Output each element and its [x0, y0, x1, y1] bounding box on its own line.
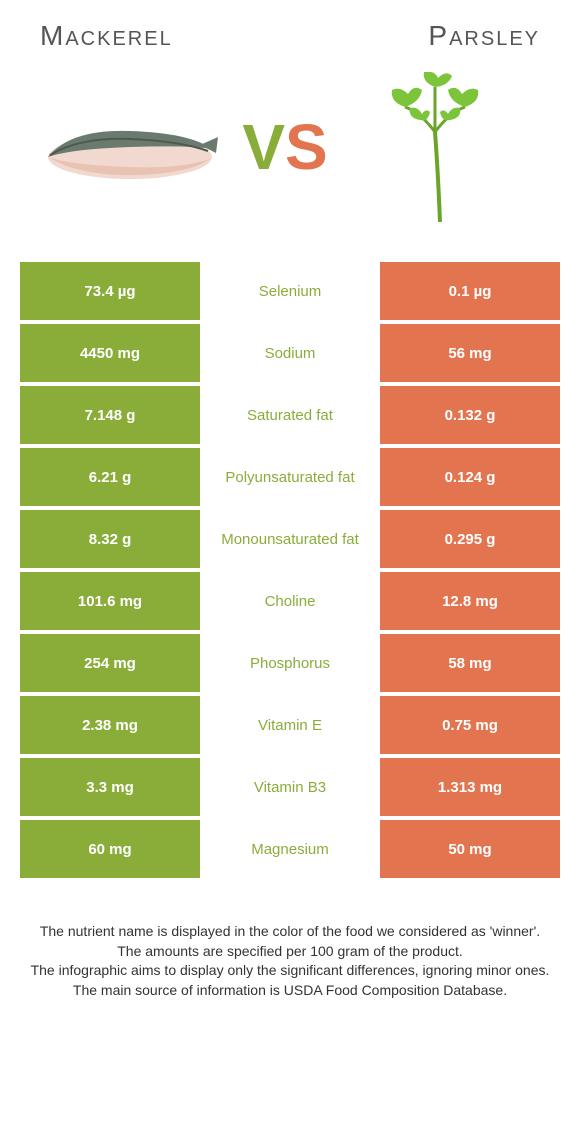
- left-value: 73.4 µg: [20, 262, 200, 320]
- left-value: 7.148 g: [20, 386, 200, 444]
- left-value: 8.32 g: [20, 510, 200, 568]
- left-value: 6.21 g: [20, 448, 200, 506]
- nutrient-label: Vitamin E: [200, 696, 380, 754]
- left-value: 3.3 mg: [20, 758, 200, 816]
- right-value: 1.313 mg: [380, 758, 560, 816]
- nutrient-label: Phosphorus: [200, 634, 380, 692]
- nutrient-table: 73.4 µgSelenium0.1 µg4450 mgSodium56 mg7…: [20, 262, 560, 878]
- footnote-line: The amounts are specified per 100 gram o…: [30, 942, 550, 962]
- right-value: 0.1 µg: [380, 262, 560, 320]
- nutrient-label: Sodium: [200, 324, 380, 382]
- left-value: 4450 mg: [20, 324, 200, 382]
- table-row: 254 mgPhosphorus58 mg: [20, 634, 560, 692]
- infographic-container: Mackerel Parsley VS: [0, 0, 580, 1030]
- table-row: 8.32 gMonounsaturated fat0.295 g: [20, 510, 560, 568]
- header-row: Mackerel Parsley: [20, 20, 560, 62]
- vs-s: S: [285, 111, 328, 183]
- table-row: 6.21 gPolyunsaturated fat0.124 g: [20, 448, 560, 506]
- right-value: 50 mg: [380, 820, 560, 878]
- table-row: 4450 mgSodium56 mg: [20, 324, 560, 382]
- nutrient-label: Vitamin B3: [200, 758, 380, 816]
- footnote-line: The main source of information is USDA F…: [30, 981, 550, 1001]
- left-value: 254 mg: [20, 634, 200, 692]
- footnote-line: The nutrient name is displayed in the co…: [30, 922, 550, 942]
- vs-v: V: [242, 111, 285, 183]
- nutrient-label: Choline: [200, 572, 380, 630]
- right-value: 58 mg: [380, 634, 560, 692]
- mackerel-icon: [40, 107, 220, 187]
- table-row: 7.148 gSaturated fat0.132 g: [20, 386, 560, 444]
- nutrient-label: Saturated fat: [200, 386, 380, 444]
- footnotes: The nutrient name is displayed in the co…: [20, 882, 560, 1010]
- nutrient-label: Monounsaturated fat: [200, 510, 380, 568]
- left-value: 60 mg: [20, 820, 200, 878]
- left-food-title: Mackerel: [40, 20, 173, 52]
- table-row: 3.3 mgVitamin B31.313 mg: [20, 758, 560, 816]
- vs-label: VS: [242, 110, 327, 184]
- left-value: 2.38 mg: [20, 696, 200, 754]
- vs-row: VS: [20, 62, 560, 262]
- footnote-line: The infographic aims to display only the…: [30, 961, 550, 981]
- nutrient-label: Magnesium: [200, 820, 380, 878]
- table-row: 2.38 mgVitamin E0.75 mg: [20, 696, 560, 754]
- parsley-icon: [380, 72, 500, 222]
- nutrient-label: Selenium: [200, 262, 380, 320]
- right-value: 0.124 g: [380, 448, 560, 506]
- right-value: 0.75 mg: [380, 696, 560, 754]
- table-row: 60 mgMagnesium50 mg: [20, 820, 560, 878]
- mackerel-image: [40, 87, 220, 207]
- parsley-image: [350, 87, 530, 207]
- left-value: 101.6 mg: [20, 572, 200, 630]
- table-row: 73.4 µgSelenium0.1 µg: [20, 262, 560, 320]
- right-value: 12.8 mg: [380, 572, 560, 630]
- right-value: 0.295 g: [380, 510, 560, 568]
- right-food-title: Parsley: [428, 20, 540, 52]
- nutrient-label: Polyunsaturated fat: [200, 448, 380, 506]
- right-value: 0.132 g: [380, 386, 560, 444]
- table-row: 101.6 mgCholine12.8 mg: [20, 572, 560, 630]
- right-value: 56 mg: [380, 324, 560, 382]
